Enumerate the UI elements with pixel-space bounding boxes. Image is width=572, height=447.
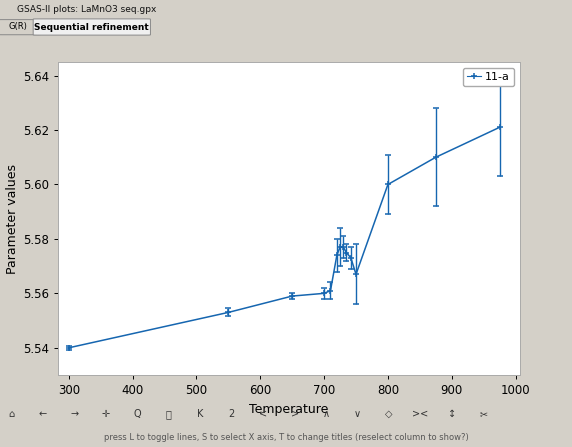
Text: ∨: ∨ [354, 409, 361, 419]
Text: ⬜: ⬜ [166, 409, 172, 419]
Text: ✂: ✂ [479, 409, 487, 419]
Text: 2: 2 [229, 409, 235, 419]
Text: K: K [197, 409, 204, 419]
Text: ✛: ✛ [102, 409, 110, 419]
Text: GSAS-II plots: LaMnO3 seq.gpx: GSAS-II plots: LaMnO3 seq.gpx [17, 4, 157, 13]
Text: Q: Q [133, 409, 141, 419]
FancyBboxPatch shape [0, 20, 41, 35]
Text: ><: >< [412, 409, 428, 419]
Legend: 11-a: 11-a [463, 67, 514, 86]
X-axis label: Temperature: Temperature [249, 403, 329, 416]
Text: ←: ← [39, 409, 47, 419]
Text: →: → [70, 409, 78, 419]
Y-axis label: Parameter values: Parameter values [6, 164, 19, 274]
Text: >: > [291, 409, 299, 419]
Text: G(R): G(R) [9, 22, 27, 31]
Text: Sequential refinement: Sequential refinement [34, 22, 149, 31]
Text: ↕: ↕ [448, 409, 456, 419]
Text: ⌂: ⌂ [9, 409, 14, 419]
Text: ∧: ∧ [323, 409, 329, 419]
Text: press L to toggle lines, S to select X axis, T to change titles (reselect column: press L to toggle lines, S to select X a… [104, 434, 468, 443]
FancyBboxPatch shape [33, 19, 150, 35]
Text: ◇: ◇ [385, 409, 393, 419]
Text: <: < [259, 409, 267, 419]
